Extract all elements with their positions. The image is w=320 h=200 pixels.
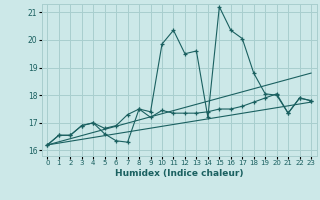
X-axis label: Humidex (Indice chaleur): Humidex (Indice chaleur): [115, 169, 244, 178]
